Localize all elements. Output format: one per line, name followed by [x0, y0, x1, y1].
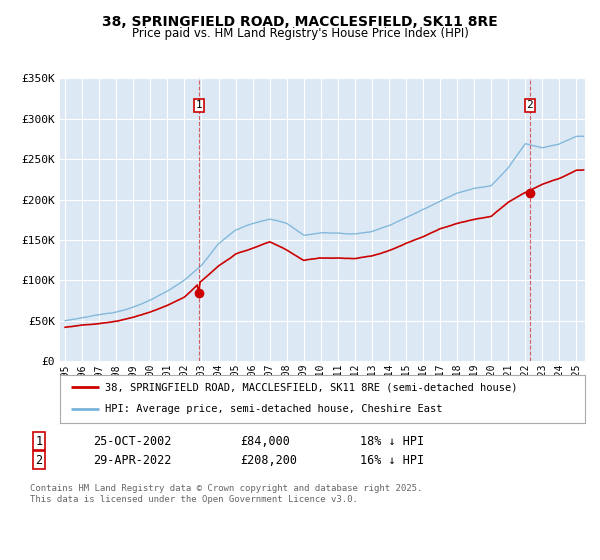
Text: HPI: Average price, semi-detached house, Cheshire East: HPI: Average price, semi-detached house,…: [104, 404, 442, 414]
Text: 18% ↓ HPI: 18% ↓ HPI: [360, 435, 424, 448]
Text: 38, SPRINGFIELD ROAD, MACCLESFIELD, SK11 8RE: 38, SPRINGFIELD ROAD, MACCLESFIELD, SK11…: [102, 15, 498, 29]
Text: 1: 1: [35, 435, 43, 448]
Text: 16% ↓ HPI: 16% ↓ HPI: [360, 454, 424, 467]
Text: £208,200: £208,200: [240, 454, 297, 467]
Text: 25-OCT-2002: 25-OCT-2002: [93, 435, 172, 448]
Text: £84,000: £84,000: [240, 435, 290, 448]
Text: 38, SPRINGFIELD ROAD, MACCLESFIELD, SK11 8RE (semi-detached house): 38, SPRINGFIELD ROAD, MACCLESFIELD, SK11…: [104, 382, 517, 392]
Text: 1: 1: [195, 100, 202, 110]
Text: 2: 2: [526, 100, 533, 110]
Text: Contains HM Land Registry data © Crown copyright and database right 2025.
This d: Contains HM Land Registry data © Crown c…: [30, 484, 422, 504]
Text: Price paid vs. HM Land Registry's House Price Index (HPI): Price paid vs. HM Land Registry's House …: [131, 27, 469, 40]
Text: 2: 2: [35, 454, 43, 467]
Text: 29-APR-2022: 29-APR-2022: [93, 454, 172, 467]
